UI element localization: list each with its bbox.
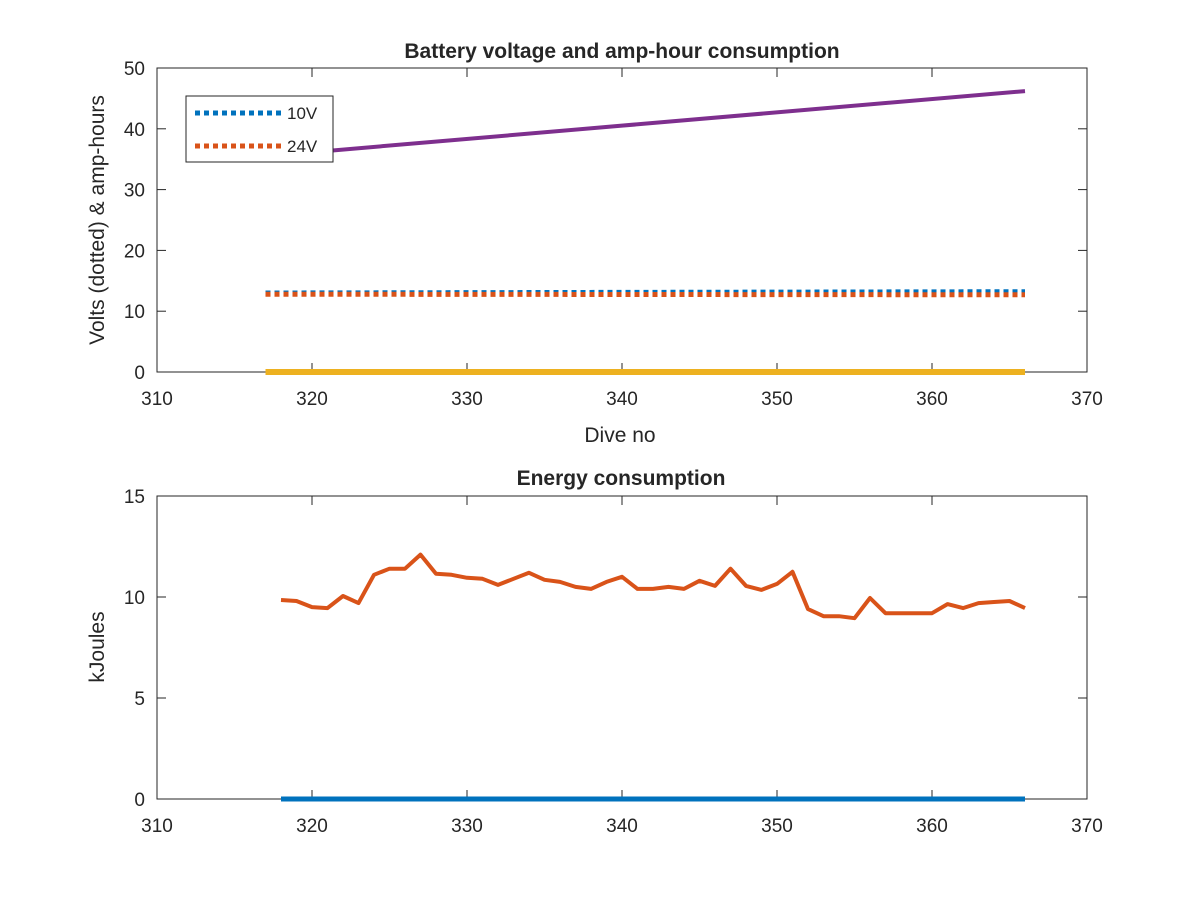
voltage-y-tick-label: 0	[134, 363, 145, 384]
voltage-x-axis-label: Dive no	[584, 424, 655, 447]
voltage-legend: 10V 24V	[185, 95, 334, 163]
voltage-y-tick-label: 50	[124, 59, 145, 80]
voltage-x-tick-label: 310	[141, 389, 173, 410]
energy-x-tick-label: 340	[606, 816, 638, 837]
voltage-y-ticks: 0 10 20 30 40 50	[124, 59, 1087, 384]
voltage-x-tick-label: 340	[606, 389, 638, 410]
energy-y-tick-label: 10	[124, 588, 145, 609]
energy-y-tick-label: 5	[134, 689, 145, 710]
energy-series-line-1	[280, 552, 1026, 621]
energy-x-tick-label: 360	[916, 816, 948, 837]
voltage-x-tick-label: 320	[296, 389, 328, 410]
voltage-x-tick-label: 330	[451, 389, 483, 410]
voltage-y-axis-label: Volts (dotted) & amp-hours	[86, 95, 109, 345]
legend-box	[185, 95, 334, 163]
energy-x-tick-label: 320	[296, 816, 328, 837]
energy-subplot: Energy consumption kJoules 310 320 330 340 3…	[86, 467, 1103, 837]
energy-y-tick-label: 15	[124, 487, 145, 508]
energy-x-ticks: 310 320 330 340 350 360 370	[141, 496, 1103, 837]
energy-plot-area	[156, 495, 1088, 800]
energy-y-tick-label: 0	[134, 790, 145, 811]
voltage-y-tick-label: 40	[124, 120, 145, 141]
energy-y-axis-label: kJoules	[86, 611, 109, 682]
energy-series	[280, 552, 1026, 802]
legend-label-10v: 10V	[287, 104, 318, 123]
voltage-chart-title: Battery voltage and amp-hour consumption	[404, 40, 839, 63]
legend-label-24v: 24V	[287, 137, 318, 156]
voltage-y-tick-label: 30	[124, 181, 145, 202]
voltage-x-ticks: 310 320 330 340 350 360 370	[141, 68, 1103, 410]
voltage-x-tick-label: 360	[916, 389, 948, 410]
voltage-series-line-2	[265, 89, 1026, 159]
energy-x-tick-label: 370	[1071, 816, 1103, 837]
energy-chart-title: Energy consumption	[517, 467, 726, 490]
voltage-x-tick-label: 370	[1071, 389, 1103, 410]
voltage-y-tick-label: 20	[124, 241, 145, 262]
voltage-series	[265, 89, 1026, 375]
energy-x-tick-label: 310	[141, 816, 173, 837]
voltage-y-tick-label: 10	[124, 302, 145, 323]
voltage-subplot: Battery voltage and amp-hour consumption…	[86, 40, 1103, 447]
energy-x-tick-label: 350	[761, 816, 793, 837]
voltage-x-tick-label: 350	[761, 389, 793, 410]
voltage-series-line-1	[265, 291, 1026, 298]
energy-y-ticks: 0 5 10 15	[124, 487, 1087, 811]
energy-x-tick-label: 330	[451, 816, 483, 837]
